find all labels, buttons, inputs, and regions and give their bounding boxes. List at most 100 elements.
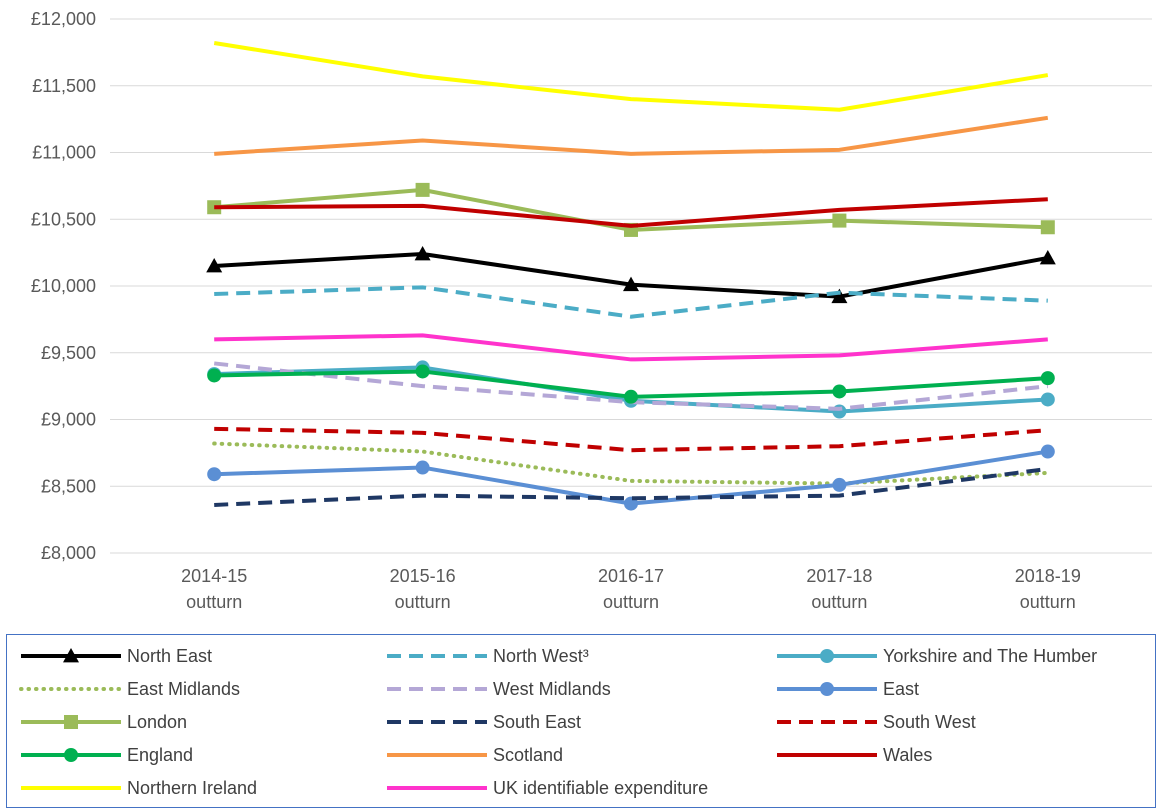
legend-marker <box>64 748 78 762</box>
legend-label: West Midlands <box>493 678 611 699</box>
x-tick-label: 2015-16 outturn <box>390 566 456 612</box>
legend-item-north-west: North West³ <box>385 640 589 672</box>
legend: North East North West³ Yorkshire and The H… <box>6 634 1156 808</box>
x-tick-label: 2018-19 outturn <box>1015 566 1081 612</box>
data-point <box>832 213 847 228</box>
series-line <box>214 285 1048 319</box>
data-point <box>832 384 847 399</box>
data-point <box>414 245 431 261</box>
data-point <box>1040 220 1055 235</box>
data-point <box>415 460 430 475</box>
legend-item-north-east: North East <box>19 640 212 672</box>
data-point <box>207 467 222 482</box>
legend-swatch <box>387 654 487 658</box>
legend-item-south-east: South East <box>385 706 581 738</box>
legend-item-wales: Wales <box>775 739 932 771</box>
legend-swatch <box>387 720 487 724</box>
series-south-west <box>214 426 1048 453</box>
x-tick-label: 2014-15 outturn <box>181 566 247 612</box>
legend-label: South East <box>493 711 582 732</box>
series-east-midlands <box>212 441 1050 486</box>
y-tick-label: £11,000 <box>32 143 96 163</box>
legend-item-east-midlands: East Midlands <box>19 673 240 705</box>
legend-marker <box>64 715 78 729</box>
legend-label: London <box>127 711 188 732</box>
legend-marker <box>820 682 834 696</box>
legend-swatch <box>777 753 877 757</box>
series-east <box>207 444 1055 511</box>
legend-label: South West <box>883 711 976 732</box>
legend-swatch <box>387 753 487 757</box>
y-tick-label: £12,000 <box>31 9 96 29</box>
legend-label: Scotland <box>493 744 564 765</box>
y-tick-label: £9,000 <box>41 410 96 430</box>
series-line <box>214 333 1048 362</box>
data-point <box>415 364 430 379</box>
legend-swatch <box>21 648 121 663</box>
data-point <box>206 257 223 273</box>
y-tick-label: £10,500 <box>31 209 96 229</box>
legend-marker <box>820 649 834 663</box>
legend-item-yorkshire-and-the-humber: Yorkshire and The Humber <box>775 640 1097 672</box>
data-point <box>624 389 638 404</box>
series-england <box>207 364 1055 404</box>
y-tick-label: £9,500 <box>41 343 96 363</box>
series-line <box>212 441 1050 486</box>
legend-swatch <box>21 748 121 762</box>
legend-swatch <box>21 786 121 790</box>
legend-item-england: England <box>19 739 193 771</box>
series-south-east <box>214 466 1049 507</box>
y-tick-label: £11,500 <box>32 76 96 96</box>
series-london <box>207 182 1055 237</box>
legend-swatch <box>777 720 877 724</box>
legend-swatch <box>387 687 487 691</box>
legend-item-west-midlands: West Midlands <box>385 673 611 705</box>
legend-swatch <box>21 715 121 729</box>
series-line <box>214 466 1049 507</box>
data-point <box>1040 392 1055 407</box>
data-point <box>1040 371 1055 386</box>
series-scotland <box>214 115 1049 156</box>
legend-label: Northern Ireland <box>127 777 258 798</box>
legend-item-scotland: Scotland <box>385 739 563 771</box>
legend-item-northern-ireland: Northern Ireland <box>19 772 257 804</box>
legend-swatch <box>387 786 487 790</box>
legend-marker <box>63 648 79 663</box>
series-line <box>214 426 1048 453</box>
legend-swatch <box>19 687 123 691</box>
legend-label: East <box>883 678 920 699</box>
series-line <box>214 115 1049 156</box>
series-north-west <box>214 285 1048 319</box>
x-tick-label: 2016-17 outturn <box>598 566 664 612</box>
series-line <box>214 449 1049 506</box>
data-point <box>832 404 847 419</box>
data-point <box>1040 444 1055 459</box>
legend-swatch <box>777 682 877 696</box>
legend-label: East Midlands <box>127 678 241 699</box>
series-lines <box>206 41 1056 511</box>
series-north-east <box>206 245 1056 304</box>
y-tick-label: £8,500 <box>41 476 96 496</box>
legend-label: UK identifiable expenditure <box>493 777 709 798</box>
y-axis-ticks: £8,000 £8,500 £9,000 £9,500 £10,000 £10,500 £1… <box>31 9 96 563</box>
legend-item-london: London <box>19 706 187 738</box>
y-tick-label: £10,000 <box>31 276 96 296</box>
legend-label: Yorkshire and The Humber <box>883 645 1098 666</box>
legend-item-east: East <box>775 673 919 705</box>
series-northern-ireland <box>213 41 1049 112</box>
legend-label: North East <box>127 645 213 666</box>
y-tick-label: £8,000 <box>41 543 96 563</box>
data-point <box>1039 249 1056 265</box>
x-axis-ticks: 2014-15 outturn 2015-16 outturn 2016-17 outtu… <box>181 566 1081 612</box>
series-yorkshire-and-the-humber <box>207 360 1055 419</box>
series-wales <box>214 197 1048 228</box>
data-point <box>623 276 639 292</box>
legend-label: Wales <box>883 744 933 765</box>
series-line <box>214 197 1048 228</box>
line-chart: £8,000 £8,500 £9,000 £9,500 £10,000 £10,500 £1… <box>31 9 1152 612</box>
series-line <box>213 41 1049 112</box>
data-point <box>415 182 430 197</box>
legend-item-uk-identifiable-expenditure: UK identifiable expenditure <box>385 772 708 804</box>
legend-item-south-west: South West <box>775 706 976 738</box>
